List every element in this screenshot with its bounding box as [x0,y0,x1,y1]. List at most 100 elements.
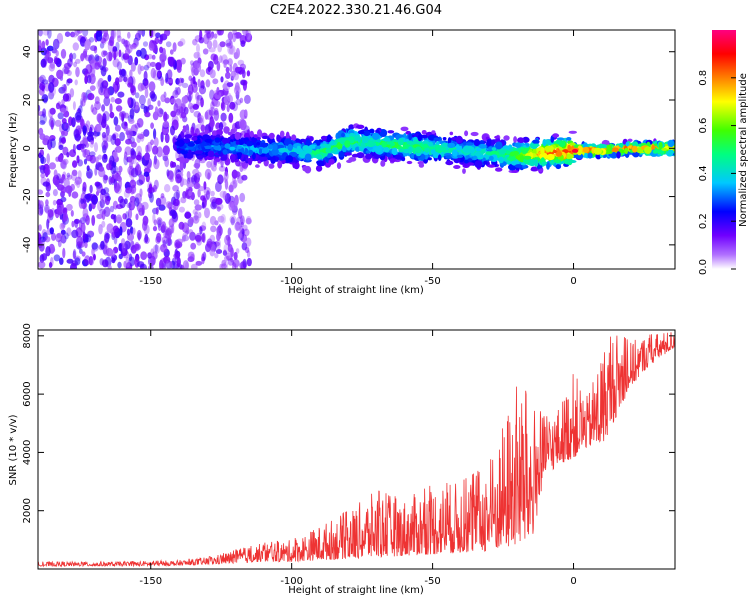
heatmap-noise-cell [189,60,194,66]
heatmap-noise-cell [79,248,83,254]
heatmap-noise-cell [129,240,135,251]
heatmap-noise-cell [197,188,201,198]
heatmap-noise-cell [66,151,70,158]
heatmap-noise-cell [56,69,64,80]
heatmap-ridge-cell [470,131,479,137]
heatmap-noise-cell [205,79,211,88]
heatmap-noise-cell [63,67,70,74]
heatmap-noise-cell [91,215,96,226]
heatmap-noise-cell [45,54,50,61]
heatmap-ridge-cell [447,142,456,148]
colorbar-gradient [712,30,736,269]
heatmap-ridge-cell [445,160,454,166]
heatmap-noise-cell [225,252,232,260]
heatmap-noise-cell [155,235,161,244]
heatmap-noise-cell [244,110,248,117]
heatmap-ridge-cell [462,141,467,146]
heatmap-noise-cell [94,62,101,70]
heatmap-ridge-cell [363,130,371,137]
heatmap-noise-cell [45,246,51,257]
heatmap-noise-cell [190,78,194,86]
heatmap-noise-cell [47,209,54,218]
heatmap-noise-cell [115,214,122,224]
heatmap-noise-cell [62,212,68,222]
heatmap-noise-cell [233,251,238,261]
heatmap-noise-cell [60,160,67,169]
heatmap-ridge-cell [569,142,576,146]
heatmap-ridge-cell [498,156,504,164]
heatmap-ridge-cell [389,158,397,163]
heatmap-noise-cell [159,109,164,115]
heatmap-ridge-cell [236,145,243,149]
heatmap-noise-cell [80,143,87,149]
heatmap-ridge-cell [176,139,185,147]
heatmap-noise-cell [56,232,63,239]
heatmap-noise-cell [124,48,131,55]
heatmap-ridge-cell [304,153,312,161]
heatmap-noise-cell [86,171,92,179]
heatmap-noise-cell [94,96,100,105]
heatmap-ridge-cell [299,148,303,153]
spectrogram-xtick-label: -100 [280,276,303,287]
heatmap-ridge-cell [229,146,236,151]
heatmap-noise-cell [210,33,216,39]
heatmap-ridge-cell [445,155,452,159]
heatmap-noise-cell [199,115,205,126]
heatmap-ridge-cell [510,151,515,157]
heatmap-noise-cell [245,217,252,225]
heatmap-noise-cell [155,62,162,71]
heatmap-ridge-cell [302,145,310,152]
heatmap-noise-cell [159,53,167,62]
heatmap-noise-cell [51,232,56,241]
heatmap-noise-cell [92,107,98,115]
heatmap-ridge-cell [365,153,373,160]
heatmap-ridge-cell [519,155,525,161]
heatmap-ridge-cell [582,146,590,153]
heatmap-noise-cell [156,146,163,158]
heatmap-ridge-cell [410,153,415,159]
heatmap-noise-cell [161,60,165,67]
heatmap-ridge-cell [248,149,254,156]
heatmap-ridge-cell [248,157,253,166]
heatmap-noise-cell [74,79,78,86]
heatmap-noise-cell [125,187,133,194]
heatmap-noise-cell [209,196,218,204]
heatmap-ridge-cell [654,149,663,154]
heatmap-noise-cell [196,171,202,178]
colorbar-label: Normalized spectral amplitude [738,73,749,227]
heatmap-ridge-cell [194,150,203,155]
heatmap-noise-cell [179,38,186,46]
heatmap-noise-cell [158,39,163,45]
heatmap-noise-cell [47,30,52,39]
colorbar-tick-label: 0.0 [698,259,709,275]
heatmap-ridge-cell [337,142,341,150]
heatmap-noise-cell [106,163,112,171]
heatmap-ridge-cell [328,158,335,165]
heatmap-ridge-cell [309,136,314,142]
heatmap-ridge-cell [616,151,621,159]
heatmap-ridge-cell [433,137,440,142]
heatmap-noise-cell [101,131,107,139]
heatmap-noise-cell [227,236,231,247]
heatmap-noise-cell [83,95,87,103]
spectrogram-ytick-label: -20 [22,188,33,204]
heatmap-noise-cell [76,30,83,34]
heatmap-noise-cell [85,64,93,74]
heatmap-ridge-cell [260,142,268,149]
heatmap-noise-cell [45,199,49,207]
snr-ytick-label: 4000 [22,440,33,465]
heatmap-ridge-cell [495,167,503,172]
heatmap-ridge-cell [402,145,407,150]
heatmap-ridge-cell [505,150,511,155]
heatmap-noise-cell [39,120,46,126]
heatmap-noise-cell [214,91,222,100]
heatmap-noise-cell [244,94,251,104]
heatmap-noise-cell [175,108,181,116]
heatmap-noise-cell [188,190,192,197]
heatmap-noise-cell [70,31,76,38]
heatmap-noise-cell [100,240,105,250]
heatmap-noise-cell [150,93,157,102]
heatmap-noise-cell [52,199,57,206]
heatmap-ridge-cell [525,143,530,147]
heatmap-noise-cell [117,35,122,43]
